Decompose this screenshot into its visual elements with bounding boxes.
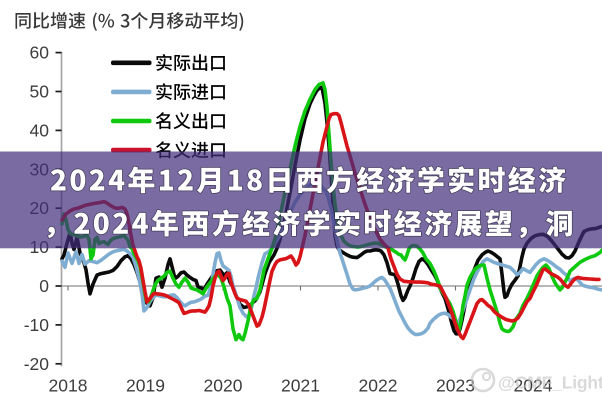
svg-text:2020: 2020 [204, 376, 243, 396]
svg-text:@CMF_Light: @CMF_Light [498, 373, 602, 393]
svg-text:60: 60 [30, 43, 50, 63]
svg-text:2022: 2022 [359, 376, 398, 396]
svg-text:2021: 2021 [281, 376, 320, 396]
svg-text:0: 0 [39, 276, 49, 296]
svg-text:40: 40 [30, 120, 50, 140]
svg-text:-10: -10 [24, 315, 50, 335]
svg-text:2018: 2018 [49, 376, 88, 396]
svg-text:-20: -20 [24, 354, 50, 374]
svg-text:50: 50 [30, 82, 50, 102]
svg-text:2023: 2023 [436, 376, 475, 396]
svg-text:2019: 2019 [126, 376, 165, 396]
svg-text:2024: 2024 [514, 376, 553, 396]
